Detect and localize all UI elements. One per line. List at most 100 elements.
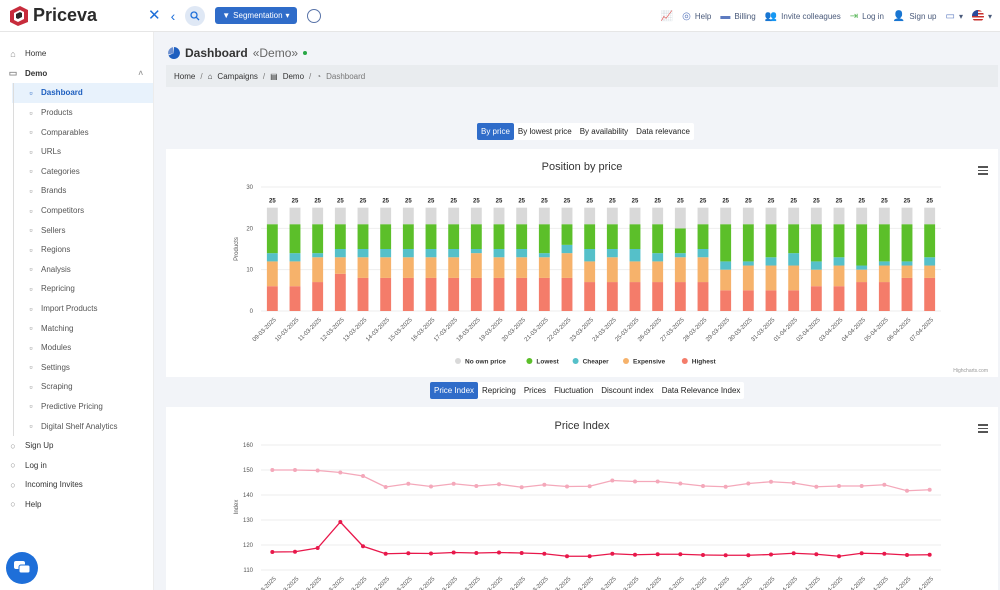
tab-by-price[interactable]: By price: [477, 123, 514, 140]
close-icon[interactable]: ✕: [148, 7, 161, 24]
x-tick-label: 22-03-2025: [546, 576, 572, 590]
bar-segment: [380, 207, 392, 225]
data-point: [429, 484, 433, 489]
bar-segment: [765, 257, 777, 266]
sidebar-item-predictive-pricing[interactable]: ▫ Predictive Pricing: [0, 397, 153, 417]
price-index-chart: 110 120 130 140 150 160 Index 09-03-202510-03-2…: [234, 443, 941, 590]
bar-segment: [470, 207, 482, 225]
sidebar-item-import-products[interactable]: ▫ Import Products: [0, 299, 153, 319]
sidebar-item-regions[interactable]: ▫ Regions: [0, 240, 153, 260]
sidebar-item-label: Sellers: [41, 225, 66, 235]
sidebar-item-home[interactable]: ⌂ Home: [0, 44, 153, 64]
menu-icon[interactable]: [978, 166, 988, 175]
bar-segment: [674, 207, 686, 229]
data-label: 25: [632, 199, 639, 205]
page-subtitle: «Demo»: [252, 46, 299, 60]
bar-segment: [674, 228, 686, 254]
sidebar-item-urls[interactable]: ▫ URLs: [0, 142, 153, 162]
tab-repricing[interactable]: Repricing: [482, 386, 516, 395]
price-index-card: Price Index 110 120 130 140 150 160 Index 09-03…: [166, 407, 998, 590]
bar-segment: [924, 257, 936, 266]
data-point: [927, 487, 932, 492]
display-menu[interactable]: ▭ ▾: [946, 11, 963, 22]
sidebar-item-incoming-invites[interactable]: ○ Incoming Invites: [0, 475, 153, 495]
sidebar-item-categories[interactable]: ▫ Categories: [0, 162, 153, 182]
database-icon: ▤: [270, 71, 278, 81]
data-point: [270, 550, 275, 554]
sidebar-item-brands[interactable]: ▫ Brands: [0, 181, 153, 201]
folder-icon: ▫: [29, 166, 33, 177]
x-tick-label: 14-03-2025: [365, 576, 391, 590]
chevron-left-icon[interactable]: ‹: [170, 7, 176, 24]
sidebar-item-label: Settings: [41, 362, 70, 372]
tab-discount-index[interactable]: Discount index: [601, 386, 654, 395]
sidebar-item-settings[interactable]: ▫ Settings: [0, 358, 153, 378]
bar-segment: [788, 253, 800, 266]
tab-data-relevance[interactable]: Data relevance: [636, 127, 690, 136]
x-tick-label: 16-03-2025: [410, 576, 436, 590]
search-button[interactable]: [185, 5, 206, 26]
sidebar-item-comparables[interactable]: ▫ Comparables: [0, 122, 153, 142]
sidebar-item-help[interactable]: ○ Help: [0, 495, 153, 515]
data-label: 25: [926, 199, 933, 205]
sidebar-item-analysis[interactable]: ▫ Analysis: [0, 260, 153, 280]
data-point: [610, 551, 615, 556]
chat-button[interactable]: [6, 552, 38, 584]
notifications-button[interactable]: 📈: [661, 11, 673, 22]
tab-prices[interactable]: Prices: [523, 386, 547, 395]
tab-by-lowest-price[interactable]: By lowest price: [517, 127, 572, 136]
bar-segment: [765, 207, 777, 225]
data-label: 25: [496, 199, 503, 205]
bar-segment: [833, 257, 845, 266]
sidebar-item-label: Regions: [41, 245, 71, 255]
segmentation-button[interactable]: ▼ Segmentation ▾: [215, 7, 297, 24]
x-tick-label: 19-03-2025: [478, 576, 504, 590]
sidebar-item-dashboard[interactable]: ▫ Dashboard: [12, 83, 153, 103]
breadcrumb-home[interactable]: Home: [174, 71, 196, 81]
sidebar-item-modules[interactable]: ▫ Modules: [0, 338, 153, 358]
bar-segment: [357, 277, 369, 311]
series-line: [272, 521, 930, 557]
bar-segment: [878, 207, 890, 225]
tab-data-relevance-index[interactable]: Data Relevance Index: [661, 386, 741, 395]
bar-segment: [312, 207, 324, 225]
sidebar-item-label: Import Products: [41, 304, 98, 314]
bar-segment: [312, 224, 324, 254]
help-link[interactable]: ◎ Help: [682, 11, 711, 22]
tab-by-availability[interactable]: By availability: [579, 127, 629, 136]
sidebar-item-demo[interactable]: ▭ Demo ˄: [0, 64, 153, 84]
sidebar-item-scraping[interactable]: ▫ Scraping: [0, 377, 153, 397]
bar-segment: [697, 249, 709, 258]
sidebar-item-competitors[interactable]: ▫ Competitors: [0, 201, 153, 221]
sidebar-item-repricing[interactable]: ▫ Repricing: [0, 279, 153, 299]
tab-price-index[interactable]: Price Index: [430, 382, 479, 399]
login-link[interactable]: ⇥ Log in: [850, 11, 884, 22]
bar-segment: [833, 207, 845, 225]
logo[interactable]: Priceva: [8, 5, 138, 27]
breadcrumb-demo[interactable]: Demo: [282, 71, 305, 81]
sidebar-item-log-in[interactable]: ○ Log in: [0, 455, 153, 475]
credits: Highcharts.com: [953, 368, 988, 374]
sidebar-item-sign-up[interactable]: ○ Sign Up: [0, 436, 153, 456]
data-point: [905, 488, 909, 493]
store-icon: ▫: [29, 225, 33, 236]
sidebar-item-matching[interactable]: ▫ Matching: [0, 318, 153, 338]
sidebar-item-sellers[interactable]: ▫ Sellers: [0, 220, 153, 240]
invite-link[interactable]: 👥 Invite colleagues: [765, 11, 841, 22]
invite-label: Invite colleagues: [781, 11, 841, 21]
tab-fluctuation[interactable]: Fluctuation: [554, 386, 594, 395]
billing-link[interactable]: ▬ Billing: [720, 11, 755, 22]
signup-link[interactable]: 👤 Sign up: [893, 11, 937, 22]
sidebar-item-digital-shelf-analytics[interactable]: ▫ Digital Shelf Analytics: [0, 416, 153, 436]
bar-segment: [901, 277, 913, 311]
breadcrumb-campaigns[interactable]: Campaigns: [217, 71, 258, 81]
bar-segment: [788, 207, 800, 225]
bar-segment: [584, 207, 596, 225]
modules-icon: ▫: [29, 342, 33, 353]
language-menu[interactable]: ▾: [971, 10, 992, 22]
data-point: [451, 481, 456, 486]
menu-icon[interactable]: [978, 424, 988, 433]
login-label: Log in: [862, 11, 884, 21]
sidebar-item-products[interactable]: ▫ Products: [0, 103, 153, 123]
filter-off-icon[interactable]: [306, 8, 321, 23]
